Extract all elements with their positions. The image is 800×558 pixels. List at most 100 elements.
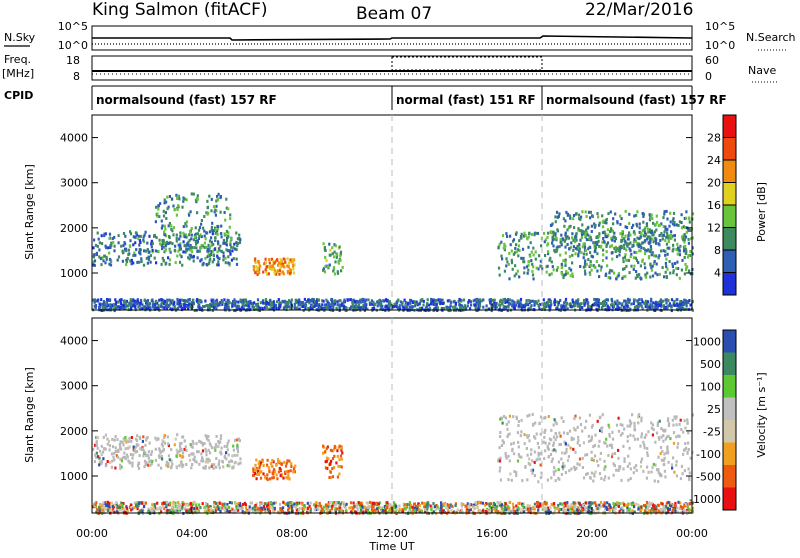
data-cell: [498, 246, 500, 249]
data-cell: [389, 509, 391, 512]
data-cell: [206, 304, 208, 307]
data-cell: [530, 241, 532, 244]
data-cell: [224, 242, 226, 245]
data-cell: [189, 230, 191, 233]
data-cell: [608, 271, 610, 274]
data-cell: [224, 456, 226, 459]
data-cell: [574, 235, 576, 238]
data-cell: [638, 243, 640, 246]
data-cell: [614, 240, 616, 243]
data-cell: [256, 473, 258, 476]
data-cell: [209, 303, 211, 306]
data-cell: [676, 273, 678, 276]
data-cell: [533, 277, 535, 280]
data-cell: [179, 231, 181, 234]
data-cell: [109, 448, 111, 451]
data-cell: [663, 275, 665, 278]
data-cell: [122, 456, 124, 459]
data-cell: [170, 224, 172, 227]
data-cell: [179, 235, 181, 238]
data-cell: [649, 276, 651, 279]
data-cell: [688, 299, 690, 302]
data-cell: [209, 240, 211, 243]
data-cell: [610, 227, 612, 230]
data-cell: [639, 445, 641, 448]
data-cell: [624, 457, 626, 460]
data-cell: [169, 299, 171, 302]
data-cell: [175, 455, 177, 458]
data-cell: [512, 415, 514, 418]
freq-label: Freq.: [4, 53, 31, 66]
data-cell: [522, 257, 524, 260]
data-cell: [167, 442, 169, 445]
data-cell: [202, 444, 204, 447]
data-cell: [182, 435, 184, 438]
data-cell: [414, 304, 416, 307]
data-cell: [591, 438, 593, 441]
data-cell: [294, 465, 296, 468]
data-cell: [551, 272, 553, 275]
data-cell: [227, 207, 229, 210]
data-cell: [332, 501, 334, 504]
data-cell: [322, 452, 324, 455]
data-cell: [680, 477, 682, 480]
data-cell: [148, 235, 150, 238]
data-cell: [142, 435, 144, 438]
data-cell: [581, 236, 583, 239]
data-cell: [636, 469, 638, 472]
data-cell: [484, 504, 486, 507]
data-cell: [624, 256, 626, 259]
data-cell: [676, 223, 678, 226]
data-cell: [554, 418, 556, 421]
data-cell: [673, 304, 675, 307]
data-cell: [633, 251, 635, 254]
data-cell: [528, 439, 530, 442]
data-cell: [273, 468, 275, 471]
data-cell: [574, 252, 576, 255]
data-cell: [283, 307, 285, 310]
data-cell: [553, 466, 555, 469]
data-cell: [637, 438, 639, 441]
data-cell: [531, 459, 533, 462]
data-cell: [628, 222, 630, 225]
data-cell: [166, 301, 168, 304]
data-cell: [667, 451, 669, 454]
data-cell: [307, 298, 309, 301]
data-cell: [652, 434, 654, 437]
data-cell: [605, 245, 607, 248]
data-cell: [278, 460, 280, 463]
data-cell: [176, 302, 178, 305]
data-cell: [651, 233, 653, 236]
data-cell: [218, 460, 220, 463]
data-cell: [148, 450, 150, 453]
data-cell: [199, 250, 201, 253]
data-cell: [127, 257, 129, 260]
data-cell: [527, 269, 529, 272]
data-cell: [339, 259, 341, 262]
data-cell: [588, 211, 590, 214]
data-cell: [677, 442, 679, 445]
data-cell: [311, 298, 313, 301]
data-cell: [282, 501, 284, 504]
data-cell: [119, 444, 121, 447]
data-cell: [597, 507, 599, 510]
data-cell: [134, 448, 136, 451]
data-cell: [651, 269, 653, 272]
data-cell: [208, 466, 210, 469]
data-cell: [203, 230, 205, 233]
data-cell: [181, 255, 183, 258]
data-cell: [188, 299, 190, 302]
data-cell: [165, 244, 167, 247]
data-cell: [164, 434, 166, 437]
data-cell: [147, 454, 149, 457]
data-cell: [110, 305, 112, 308]
data-cell: [635, 503, 637, 506]
data-cell: [123, 304, 125, 307]
data-cell: [212, 229, 214, 232]
data-cell: [97, 436, 99, 439]
data-cell: [606, 250, 608, 253]
data-cell: [123, 508, 125, 511]
data-cell: [205, 237, 207, 240]
data-cell: [164, 198, 166, 201]
data-cell: [559, 254, 561, 257]
